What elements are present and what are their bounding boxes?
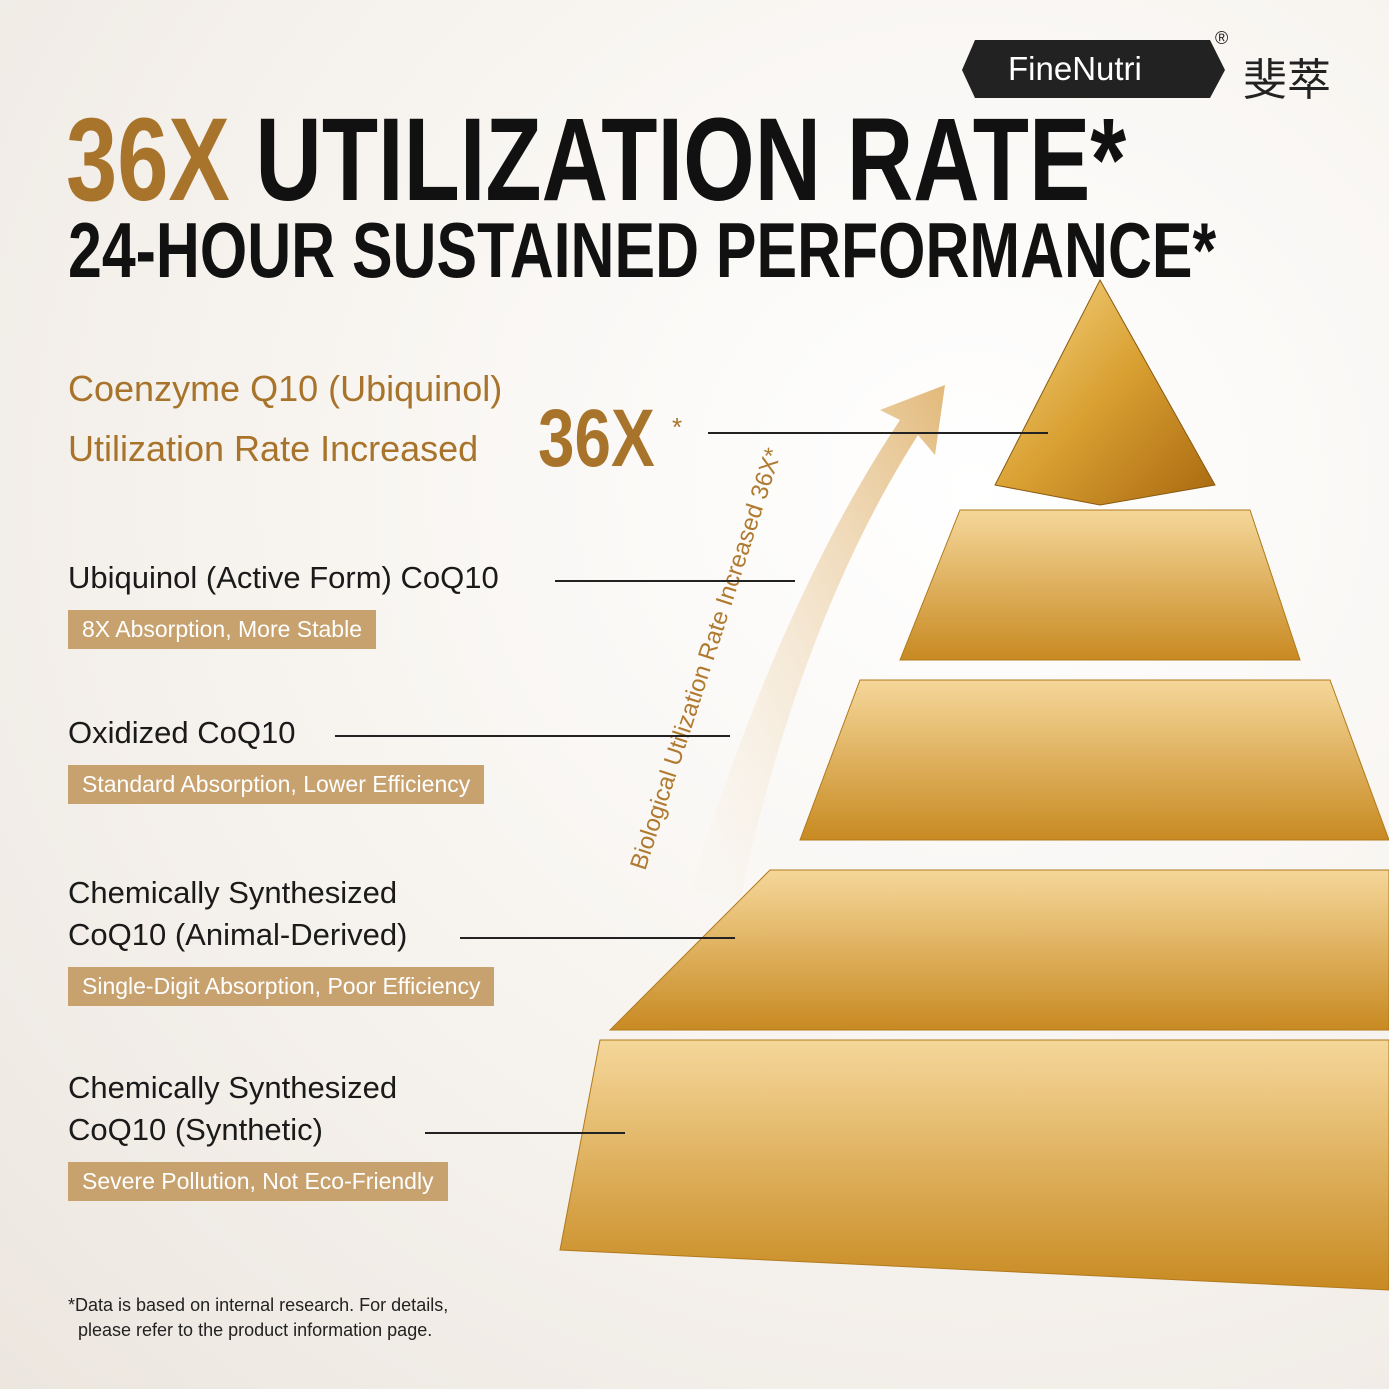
tier-badge: Severe Pollution, Not Eco-Friendly bbox=[68, 1162, 448, 1201]
headline-highlight: 36X bbox=[66, 94, 230, 226]
footnote-1: *Data is based on internal research. For… bbox=[68, 1295, 449, 1315]
tier-title: Ubiquinol (Active Form) CoQ10 bbox=[68, 560, 499, 595]
brand-name: FineNutri bbox=[1008, 50, 1142, 87]
tier-badge: Single-Digit Absorption, Poor Efficiency bbox=[68, 967, 495, 1006]
tier-title: CoQ10 (Animal-Derived) bbox=[68, 917, 408, 952]
headline-2: 24-HOUR SUSTAINED PERFORMANCE* bbox=[68, 206, 1217, 294]
tier-1 bbox=[899, 509, 1301, 661]
headline-1: 36X UTILIZATION RATE* bbox=[66, 92, 1126, 228]
leader-line bbox=[555, 580, 795, 582]
tier-title: Oxidized CoQ10 bbox=[68, 715, 296, 750]
tier-badge: 8X Absorption, More Stable bbox=[68, 610, 376, 649]
top-tier-line1: Coenzyme Q10 (Ubiquinol) bbox=[68, 368, 503, 409]
top-tier-line2: Utilization Rate Increased bbox=[68, 428, 479, 469]
pyramid-tip bbox=[994, 278, 1216, 506]
top-tier-note: * bbox=[672, 412, 683, 442]
top-tier-value: 36X bbox=[538, 393, 655, 484]
brand-mark: ® bbox=[1215, 28, 1229, 48]
headline-text: UTILIZATION RATE* bbox=[255, 94, 1127, 226]
leader-line bbox=[708, 432, 1048, 434]
tier-badge: Standard Absorption, Lower Efficiency bbox=[68, 765, 485, 804]
brand-chinese: 斐萃 bbox=[1243, 56, 1331, 105]
tier-2 bbox=[799, 679, 1389, 841]
logo-badge bbox=[962, 40, 1225, 98]
leader-line bbox=[335, 735, 730, 737]
arrow bbox=[690, 385, 945, 900]
footnote-2: please refer to the product information … bbox=[78, 1320, 433, 1340]
tier-title: CoQ10 (Synthetic) bbox=[68, 1112, 323, 1147]
leader-line bbox=[460, 937, 735, 939]
tier-3 bbox=[608, 869, 1389, 1031]
tier-title: Chemically Synthesized bbox=[68, 1070, 398, 1105]
leader-line bbox=[425, 1132, 625, 1134]
tier-title: Chemically Synthesized bbox=[68, 875, 398, 910]
tier-4 bbox=[559, 1039, 1389, 1291]
